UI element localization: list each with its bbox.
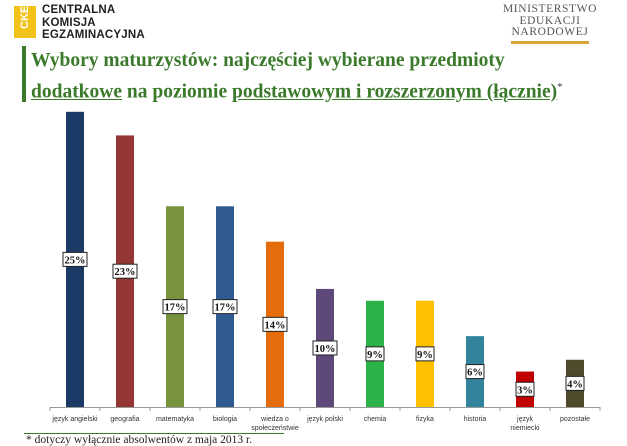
cke-line-1: CENTRALNA bbox=[42, 4, 116, 16]
data-label-box bbox=[515, 381, 535, 397]
title-footnote-mark: * bbox=[557, 81, 563, 93]
category-label: społeczeństwie bbox=[251, 425, 299, 432]
cke-line-2: KOMISJA bbox=[42, 16, 96, 29]
men-line-2: EDUKACJI bbox=[519, 14, 581, 27]
category-label: geografia bbox=[110, 416, 139, 423]
cke-badge-text: CKE bbox=[19, 5, 31, 29]
data-label: 9% bbox=[367, 350, 383, 361]
data-label: 25% bbox=[65, 255, 86, 266]
category-label: język angielski bbox=[51, 416, 98, 423]
footnote-rule bbox=[24, 433, 284, 434]
category-label: pozostałe bbox=[560, 416, 590, 423]
title-part-2: dodatkowe bbox=[31, 81, 123, 103]
data-label-box bbox=[262, 316, 288, 332]
category-label: matematyka bbox=[156, 416, 194, 423]
men-line-1: MINISTERSTWO bbox=[502, 3, 598, 15]
data-label: 4% bbox=[567, 379, 583, 390]
category-label: język bbox=[516, 416, 533, 423]
data-label: 6% bbox=[467, 368, 483, 379]
data-label-box bbox=[212, 299, 238, 315]
title-part-1: Wybory maturzystów: najczęściej wybieran… bbox=[31, 50, 505, 71]
category-label: biologia bbox=[213, 416, 237, 423]
data-label-box bbox=[565, 375, 585, 391]
category-label: niemiecki bbox=[510, 425, 540, 432]
data-label: 10% bbox=[315, 344, 336, 355]
data-label-box bbox=[312, 340, 338, 356]
category-label: chemia bbox=[364, 416, 387, 423]
category-label: wiedza o bbox=[260, 416, 289, 423]
data-label: 3% bbox=[517, 385, 533, 396]
category-label: język polski bbox=[306, 416, 343, 423]
data-label-box bbox=[465, 364, 485, 380]
data-label-box bbox=[415, 346, 435, 362]
cke-name: CENTRALNA KOMISJA EGZAMINACYJNA bbox=[42, 4, 145, 42]
footnote: * dotyczy wyłącznie absolwentów z maja 2… bbox=[26, 434, 253, 446]
bar-chart: 25% język angielski 23% geografia 17% matemat… bbox=[49, 111, 601, 432]
cke-logo: CKE CENTRALNA KOMISJA EGZAMINACYJNA bbox=[14, 4, 254, 42]
title-accent-bar bbox=[22, 46, 26, 102]
category-label: historia bbox=[464, 416, 487, 423]
data-label: 14% bbox=[265, 320, 286, 331]
data-label-box bbox=[62, 251, 88, 267]
data-label-box bbox=[365, 346, 385, 362]
title-part-3: na poziomie bbox=[122, 81, 232, 103]
data-label: 9% bbox=[417, 350, 433, 361]
data-label: 17% bbox=[215, 303, 236, 314]
men-logo-underline bbox=[511, 40, 589, 44]
men-line-3: NARODOWEJ bbox=[511, 26, 589, 38]
data-label: 23% bbox=[115, 267, 136, 278]
data-label: 17% bbox=[165, 303, 186, 314]
cke-badge-icon: CKE bbox=[14, 6, 36, 38]
cke-line-3: EGZAMINACYJNA bbox=[42, 29, 145, 41]
data-label-box bbox=[162, 299, 188, 315]
category-label: fizyka bbox=[416, 416, 434, 423]
page-title: Wybory maturzystów: najczęściej wybieran… bbox=[31, 48, 611, 106]
data-label-box bbox=[112, 263, 138, 279]
men-logo: MINISTERSTWO EDUKACJI NARODOWEJ bbox=[495, 3, 605, 44]
title-part-4: podstawowym i rozszerzonym (łącznie) bbox=[232, 81, 558, 103]
